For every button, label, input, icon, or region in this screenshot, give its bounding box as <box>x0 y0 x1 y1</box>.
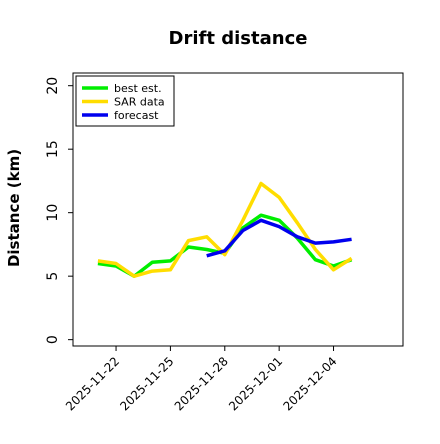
y-tick-label: 10 <box>45 204 61 222</box>
legend-label: best est. <box>114 82 162 95</box>
y-tick-label: 20 <box>45 77 61 95</box>
x-tick-label: 2025-11-28 <box>172 354 231 413</box>
y-axis-label: Distance (km) <box>5 149 23 267</box>
series-line-forecast <box>206 218 352 258</box>
x-tick-label: 2025-12-04 <box>280 354 339 413</box>
series-line-sar-data <box>97 181 353 278</box>
x-tick-label: 2025-11-25 <box>117 354 176 413</box>
y-tick-label: 0 <box>45 335 61 344</box>
legend-label: forecast <box>114 109 159 122</box>
x-tick-label: 2025-11-22 <box>63 354 122 413</box>
series-lines <box>97 181 353 278</box>
plot-area-frame <box>72 72 404 347</box>
y-axis-ticks: 0 5 10 15 20 <box>45 77 73 344</box>
x-tick-label: 2025-12-01 <box>226 354 285 413</box>
chart-title: Drift distance <box>169 28 308 49</box>
y-tick-label: 5 <box>45 272 61 281</box>
y-tick-label: 15 <box>45 140 61 158</box>
legend-label: SAR data <box>114 96 165 109</box>
x-axis-ticks: 2025-11-222025-11-252025-11-282025-12-01… <box>63 346 340 413</box>
